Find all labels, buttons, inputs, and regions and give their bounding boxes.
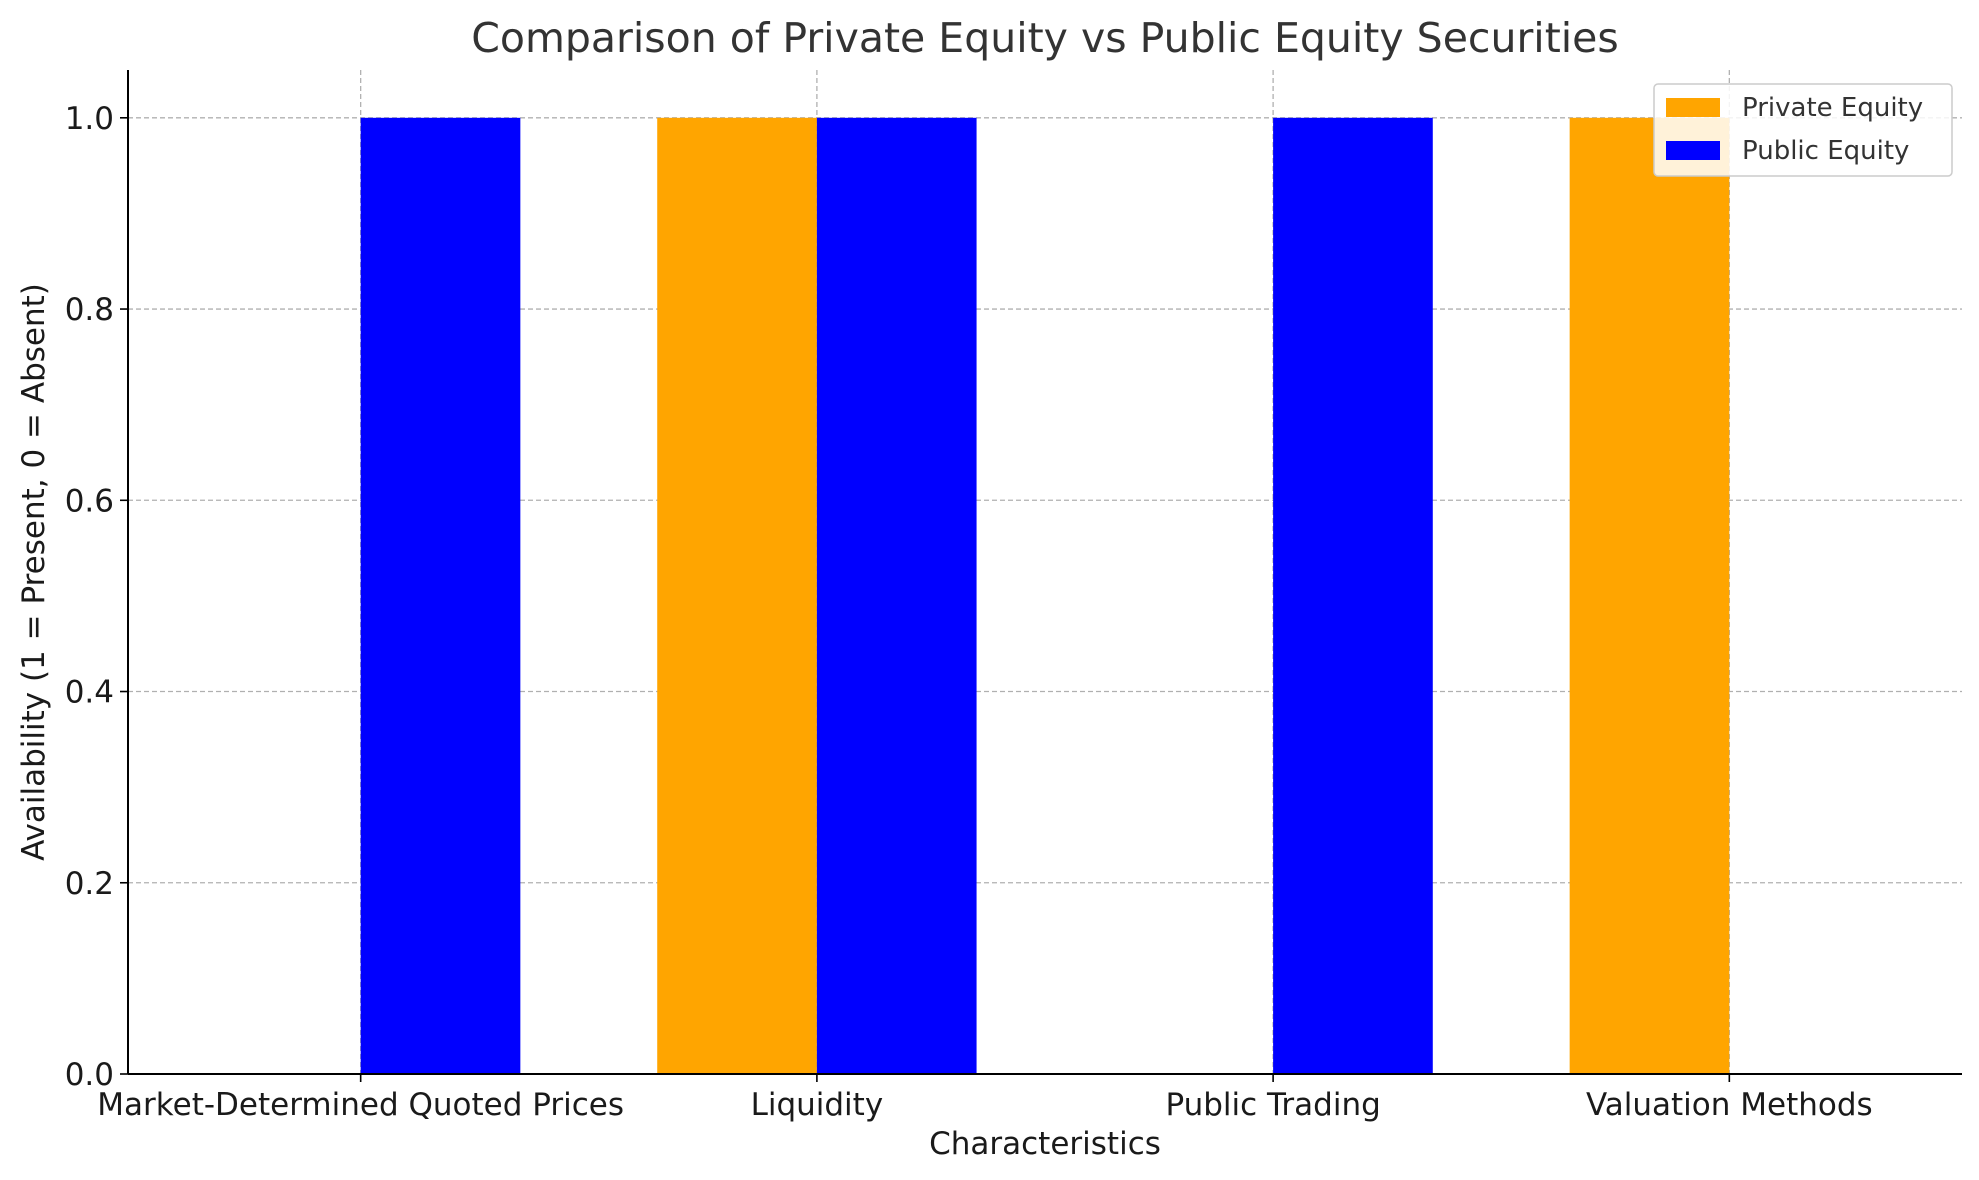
x-tick-label: Public Trading xyxy=(1165,1087,1380,1123)
y-tick-label: 0.4 xyxy=(65,675,114,711)
x-tick-label: Valuation Methods xyxy=(1586,1087,1873,1123)
x-ticks: Market-Determined Quoted Prices Liquidity… xyxy=(97,1074,1873,1123)
legend-frame xyxy=(1653,83,1953,177)
y-axis-title: Availability (1 = Present, 0 = Absent) xyxy=(16,283,52,861)
legend-swatch xyxy=(1666,141,1720,160)
x-tick-label: Liquidity xyxy=(751,1087,884,1123)
legend-swatch xyxy=(1666,98,1720,117)
bar xyxy=(360,117,521,1075)
y-tick-label: 0.8 xyxy=(65,292,114,328)
legend: Private Equity Public Equity xyxy=(1653,83,1953,177)
x-axis-title: Characteristics xyxy=(929,1126,1161,1162)
bar xyxy=(816,117,977,1075)
axes xyxy=(127,70,1962,1075)
bar xyxy=(657,117,817,1075)
legend-label: Public Equity xyxy=(1742,136,1909,166)
y-tick-label: 0.6 xyxy=(65,483,114,519)
legend-label: Private Equity xyxy=(1742,93,1923,123)
y-tick-label: 1.0 xyxy=(65,101,114,137)
x-tick-label: Market-Determined Quoted Prices xyxy=(97,1087,624,1123)
bar xyxy=(1273,117,1433,1075)
chart-title: Comparison of Private Equity vs Public E… xyxy=(471,14,1619,62)
bar xyxy=(1569,117,1730,1075)
y-tick-label: 0.2 xyxy=(65,866,114,902)
y-ticks: 0.0 0.2 0.4 0.6 0.8 1.0 xyxy=(65,101,128,1093)
bars xyxy=(360,117,1730,1075)
y-tick-label: 0.0 xyxy=(65,1057,114,1093)
